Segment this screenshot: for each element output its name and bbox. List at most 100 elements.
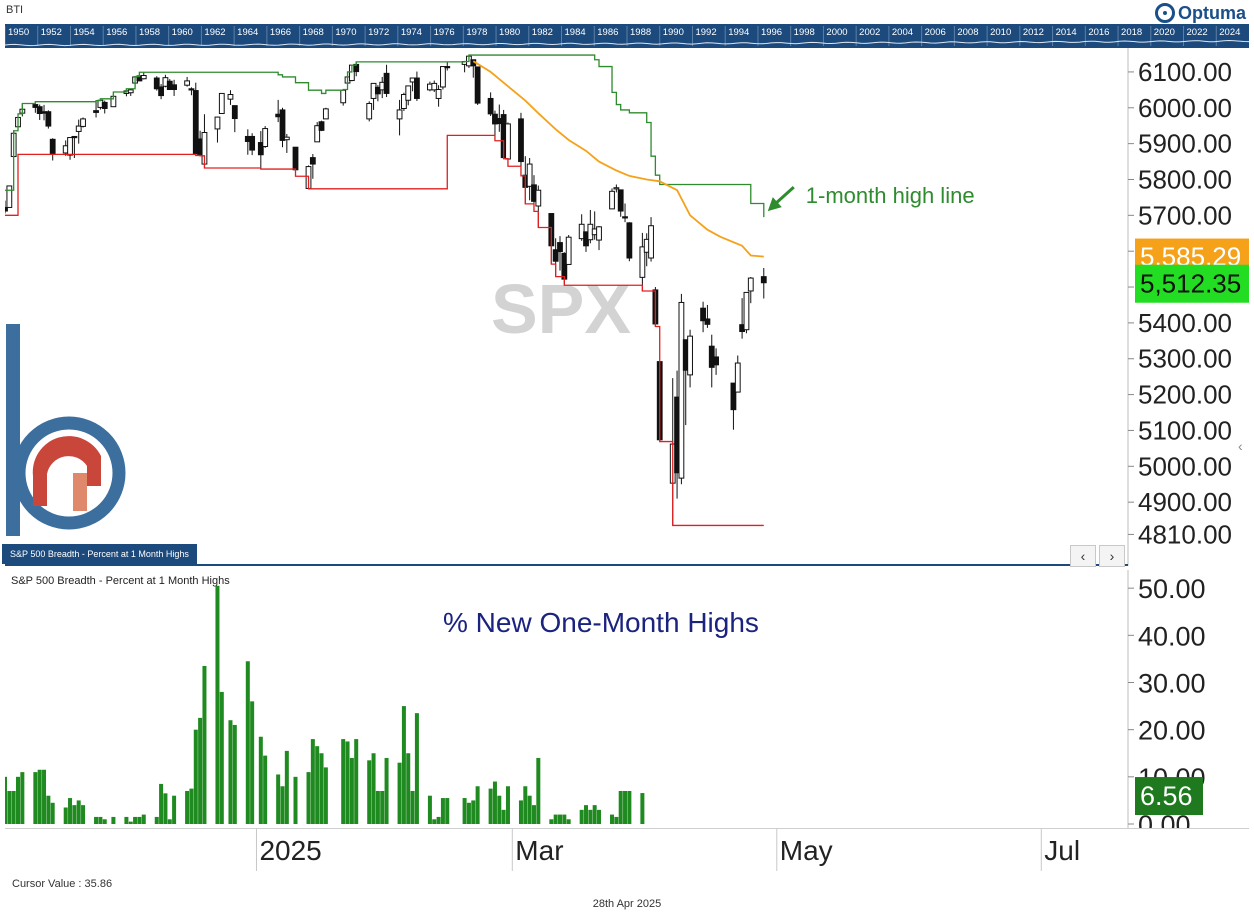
year-strip-label: 1954 [73, 27, 94, 38]
breadth-bar [501, 809, 506, 824]
candle-down [101, 101, 108, 109]
candle [45, 110, 52, 129]
breadth-panel[interactable]: S&P 500 Breadth - Percent at 1 Month Hig… [3, 570, 1249, 840]
candle-down [730, 382, 737, 411]
breadth-bar [68, 798, 73, 824]
breadth-bar [623, 790, 628, 824]
candle [257, 131, 264, 170]
candle [596, 226, 602, 251]
candle-down [518, 118, 524, 163]
breadth-bar [284, 750, 289, 824]
candle [431, 80, 438, 93]
time-axis-label: Jul [1044, 835, 1080, 866]
candle [231, 105, 238, 133]
breadth-bar [193, 729, 198, 824]
candle [396, 99, 403, 136]
candle-up [687, 335, 693, 376]
price-chart-svg: SPX 1-month high line 6100.00 6000.00 5900.0… [2, 48, 1249, 566]
candle-up [127, 89, 134, 94]
candle-up [283, 136, 290, 141]
year-strip-label: 2006 [925, 27, 946, 38]
breadth-bar [11, 790, 16, 824]
candle [140, 72, 147, 80]
breadth-bar [167, 819, 172, 824]
breadth-bar [189, 788, 194, 824]
candle [158, 84, 164, 100]
price-y-tick-label: 5300.00 [1138, 344, 1232, 374]
candle-up [80, 118, 86, 127]
candle-down [32, 104, 39, 108]
year-strip-label: 1974 [401, 27, 422, 38]
one-month-high-line [5, 54, 765, 218]
breadth-bar [349, 757, 354, 824]
breadth-bar [102, 819, 107, 824]
price-panel[interactable]: SPX 1-month high line 6100.00 6000.00 5900.0… [2, 48, 1249, 568]
nav-prev-button[interactable]: ‹ [1070, 545, 1096, 567]
breadth-bar [505, 786, 510, 824]
year-strip-label: 1994 [728, 27, 749, 38]
breadth-bar [306, 772, 311, 824]
candle-up [440, 66, 446, 88]
breadth-bar [141, 814, 146, 824]
time-axis-svg: 2025 Mar May Jul [255, 829, 1080, 871]
year-overview-strip[interactable]: 1950 1952 1954 1956 1958 1960 1962 1964 1966 1968… [5, 24, 1249, 48]
year-strip-label: 1970 [335, 27, 356, 38]
candle-down [188, 88, 195, 91]
breadth-y-tick-label: 30.00 [1138, 668, 1206, 698]
candle [101, 100, 108, 114]
year-strip-label: 1986 [597, 27, 618, 38]
nav-next-button[interactable]: › [1099, 545, 1125, 567]
candle [374, 85, 381, 102]
year-strip-label: 1964 [237, 27, 258, 38]
breadth-bar [557, 814, 562, 824]
candle-down [231, 105, 238, 120]
candle-up [262, 128, 269, 147]
breadth-bar [432, 819, 437, 824]
candle [249, 133, 256, 156]
breadth-bar [410, 790, 415, 824]
breadth-value-text: 6.56 [1140, 781, 1193, 811]
side-collapse-handle[interactable]: ‹ [1238, 438, 1243, 454]
candle-up [366, 102, 373, 120]
candle-down [49, 138, 56, 155]
breadth-bar [250, 701, 255, 824]
breadth-bar [159, 783, 164, 824]
candle [474, 66, 481, 105]
candle [93, 100, 99, 118]
breadth-bar [323, 767, 328, 824]
breadth-bar [172, 795, 177, 824]
year-strip-label: 1996 [761, 27, 782, 38]
breadth-bar [566, 819, 571, 824]
candle-up [218, 92, 225, 115]
year-strip-label: 1958 [139, 27, 160, 38]
breadth-bar [475, 786, 480, 824]
breadth-bar [440, 798, 445, 824]
breadth-bar [584, 805, 589, 824]
breadth-bar [133, 816, 138, 824]
candle-up [609, 190, 615, 210]
breadth-bar [185, 790, 190, 824]
year-strip-label: 2000 [826, 27, 847, 38]
breadth-bar [63, 807, 68, 824]
candle-up [6, 185, 13, 208]
candle [218, 92, 225, 115]
candle [648, 217, 654, 262]
year-strip-label: 2016 [1088, 27, 1109, 38]
year-strip-label: 2012 [1023, 27, 1044, 38]
moving-average-line [472, 60, 764, 258]
breadth-bar [354, 739, 359, 824]
breadth-bar [258, 736, 263, 824]
candle [314, 122, 321, 143]
candle-up [747, 277, 754, 292]
breadth-bar [614, 816, 619, 824]
candle [383, 64, 390, 98]
breadth-bar [16, 776, 21, 824]
breadth-bar [588, 809, 593, 824]
breadth-bar [562, 814, 567, 824]
close-value-badge [1135, 264, 1249, 303]
candle [444, 62, 451, 71]
year-strip-label: 1992 [695, 27, 716, 38]
breadth-bar [293, 776, 298, 824]
price-plot-area [5, 48, 1128, 564]
candle-down [617, 189, 624, 212]
